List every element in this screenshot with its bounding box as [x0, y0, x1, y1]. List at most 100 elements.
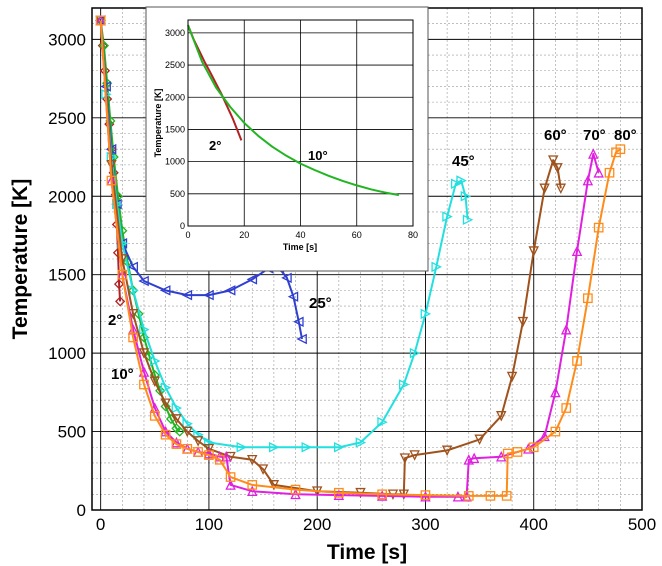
- inset-annotation-10: 10°: [308, 148, 328, 163]
- x-tick-label-200: 200: [303, 515, 331, 534]
- data-point-80: [377, 489, 388, 500]
- inset-background: [145, 6, 429, 272]
- inset-y-tick-label-0: 0: [180, 221, 185, 231]
- data-point-80: [149, 411, 160, 421]
- data-point-2: [113, 278, 125, 290]
- data-point-25: [159, 285, 171, 296]
- y-tick-label-2500: 2500: [48, 109, 86, 128]
- data-point-70: [468, 452, 480, 464]
- data-point-25: [138, 275, 149, 287]
- data-point-45: [171, 402, 183, 414]
- data-point-80: [561, 403, 572, 413]
- inset-series-line-10: [187, 24, 400, 197]
- data-point-45: [460, 190, 472, 202]
- inset-annotation-2: 2°: [209, 138, 221, 153]
- data-point-25: [224, 285, 236, 296]
- data-point-80: [117, 269, 128, 280]
- x-axis-title: Time [s]: [327, 541, 407, 564]
- data-point-2: [115, 296, 126, 307]
- data-point-60: [474, 434, 485, 446]
- data-point-80: [420, 490, 431, 500]
- data-point-60: [496, 411, 507, 422]
- data-point-25: [281, 272, 292, 284]
- annotation-25: 25°: [309, 295, 332, 312]
- data-point-45: [442, 211, 453, 222]
- data-point-45: [301, 441, 313, 453]
- data-point-80: [485, 491, 496, 501]
- data-point-70: [582, 174, 594, 186]
- main-annotations: 2° 10° 25° 45° 60° 70° 80°: [108, 127, 637, 383]
- data-point-80: [502, 448, 513, 459]
- inset-y-tick-label-2000: 2000: [165, 92, 185, 102]
- data-point-45: [462, 214, 474, 226]
- data-point-80: [182, 443, 193, 454]
- data-point-10: [174, 426, 185, 437]
- data-point-10: [160, 401, 171, 412]
- x-tick-label-500: 500: [628, 515, 656, 534]
- y-axis-title: Temperature [K]: [9, 179, 32, 340]
- annotation-10: 10°: [111, 366, 134, 383]
- data-point-80: [604, 167, 615, 178]
- data-point-25: [287, 291, 299, 302]
- data-point-45: [420, 308, 432, 320]
- data-point-45: [398, 379, 410, 390]
- data-point-70: [420, 491, 431, 502]
- data-point-60: [399, 453, 411, 464]
- inset-y-tick-label-1500: 1500: [165, 124, 185, 134]
- data-point-60: [149, 376, 161, 388]
- data-point-80: [512, 447, 523, 457]
- data-point-80: [583, 293, 593, 304]
- y-tick-label-1500: 1500: [48, 266, 86, 285]
- data-point-60: [182, 426, 193, 438]
- y-tick-label-0: 0: [77, 501, 86, 520]
- data-point-60: [539, 183, 550, 195]
- data-point-45: [456, 175, 467, 186]
- data-point-60: [257, 464, 269, 475]
- data-point-25: [181, 289, 193, 301]
- data-point-45: [355, 437, 367, 448]
- inset-x-tick-label-0: 0: [185, 230, 190, 240]
- data-point-25: [127, 261, 138, 273]
- annotation-80: 80°: [614, 127, 637, 144]
- data-point-70: [246, 485, 258, 497]
- data-point-60: [441, 445, 453, 457]
- data-point-60: [106, 160, 117, 171]
- data-point-70: [593, 167, 604, 178]
- x-tick-label-300: 300: [411, 515, 439, 534]
- inset-y-tick-label-2500: 2500: [165, 60, 185, 70]
- data-point-80: [463, 491, 474, 501]
- data-point-80: [106, 175, 117, 186]
- data-point-80: [247, 480, 258, 490]
- inset-y-tick-label-1000: 1000: [165, 157, 185, 167]
- data-point-45: [182, 418, 193, 429]
- data-point-60: [506, 371, 518, 383]
- data-point-60: [409, 450, 420, 461]
- data-point-60: [138, 348, 150, 359]
- inset-y-tick-label-500: 500: [170, 189, 185, 199]
- data-point-80: [95, 15, 106, 26]
- annotation-45: 45°: [452, 153, 475, 170]
- data-point-60: [552, 163, 563, 174]
- inset-plot-frame: [187, 19, 414, 227]
- inset-annotations: 2° 10°: [209, 138, 328, 163]
- data-point-25: [203, 289, 214, 301]
- inset-x-tick-label-20: 20: [239, 230, 249, 240]
- data-point-60: [528, 246, 539, 257]
- data-point-80: [214, 454, 225, 465]
- data-point-80: [501, 491, 512, 501]
- data-point-80: [290, 484, 301, 495]
- data-point-45: [160, 382, 172, 393]
- data-point-60: [192, 436, 204, 447]
- data-point-25: [296, 333, 307, 345]
- data-point-80: [160, 429, 171, 440]
- data-point-10: [155, 385, 166, 396]
- data-point-80: [204, 450, 214, 460]
- data-point-25: [293, 316, 304, 328]
- data-point-80: [171, 439, 182, 449]
- data-point-80: [528, 442, 539, 453]
- data-point-70: [571, 245, 583, 257]
- inset-series-group: [187, 24, 400, 197]
- data-point-45: [409, 347, 421, 359]
